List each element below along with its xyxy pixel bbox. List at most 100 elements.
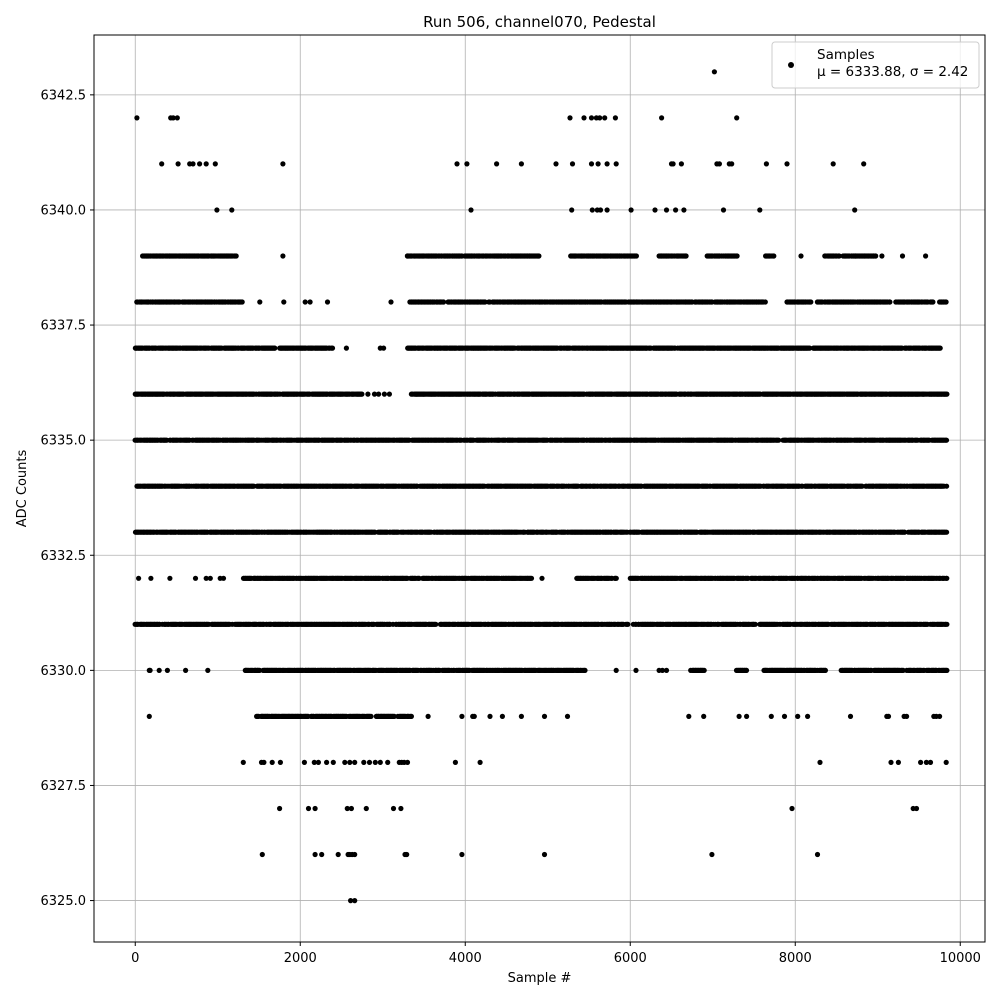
data-point [830,161,836,167]
data-point [376,391,382,397]
data-point [482,299,488,305]
data-point [776,437,782,443]
data-point [464,161,470,167]
data-point [604,207,610,213]
data-point [536,253,542,259]
data-point [174,115,180,121]
data-point [683,253,689,259]
data-point [597,207,604,213]
data-point [720,207,727,213]
data-point [784,161,790,167]
data-point [343,345,349,351]
data-point [757,207,763,213]
data-point [214,207,220,213]
data-point [943,299,949,305]
data-point [539,575,545,581]
data-point [581,115,587,121]
data-point [944,483,950,489]
data-point [518,161,525,167]
data-point [729,161,735,167]
data-point [937,345,943,351]
data-point [136,575,142,581]
data-point [670,161,676,167]
data-point [203,161,209,167]
data-point [836,253,842,259]
data-point [307,299,313,305]
data-point [595,161,601,167]
data-point [170,115,176,121]
data-point [167,575,173,581]
data-point [454,161,460,167]
data-point [588,161,595,167]
data-point [553,161,559,167]
data-point [494,161,500,167]
data-point [359,391,365,397]
data-point [381,345,387,351]
data-point [220,575,227,581]
data-point [602,115,608,121]
data-point [371,391,378,397]
data-point [678,161,685,167]
data-point [798,253,804,259]
data-point [716,161,723,167]
data-point [203,575,209,581]
data-point [175,161,181,167]
data-point [652,207,658,213]
data-point [192,575,199,581]
data-point [441,299,447,305]
data-point [190,161,196,167]
data-point [873,253,879,259]
data-point [681,207,687,213]
data-point [229,207,235,213]
data-point [861,161,867,167]
data-point [673,207,679,213]
data-point [879,253,885,259]
data-point [381,391,387,397]
data-points [132,69,950,904]
data-point [134,115,140,121]
data-point [197,161,203,167]
data-point [257,299,263,305]
data-point [569,161,576,167]
data-point [569,207,575,213]
data-point [302,299,308,305]
data-point [468,207,474,213]
data-point [659,115,665,121]
data-point [944,529,950,535]
data-point [923,253,929,259]
data-point [588,115,595,121]
data-point [762,299,768,305]
data-point [944,391,950,397]
data-point [324,299,331,305]
data-point [711,69,718,75]
data-point [902,529,908,535]
data-point [612,115,619,121]
data-point [272,345,278,351]
data-point [899,253,906,259]
data-point [628,207,634,213]
data-point [633,253,640,259]
data-point [386,391,392,397]
data-point [281,299,287,305]
data-point [771,253,777,259]
data-point [233,253,239,259]
data-point [663,207,670,213]
data-point [589,207,595,213]
data-point [943,437,950,443]
data-point [280,253,286,259]
data-point [388,299,394,305]
data-point [930,299,936,305]
data-point [763,161,770,167]
data-point [807,345,813,351]
data-point [734,115,740,121]
data-point [852,207,858,213]
data-point [567,115,573,121]
data-point [604,161,610,167]
data-point [329,345,336,351]
data-point [280,161,286,167]
data-point [212,161,218,167]
data-point [808,299,814,305]
data-point [734,253,740,259]
